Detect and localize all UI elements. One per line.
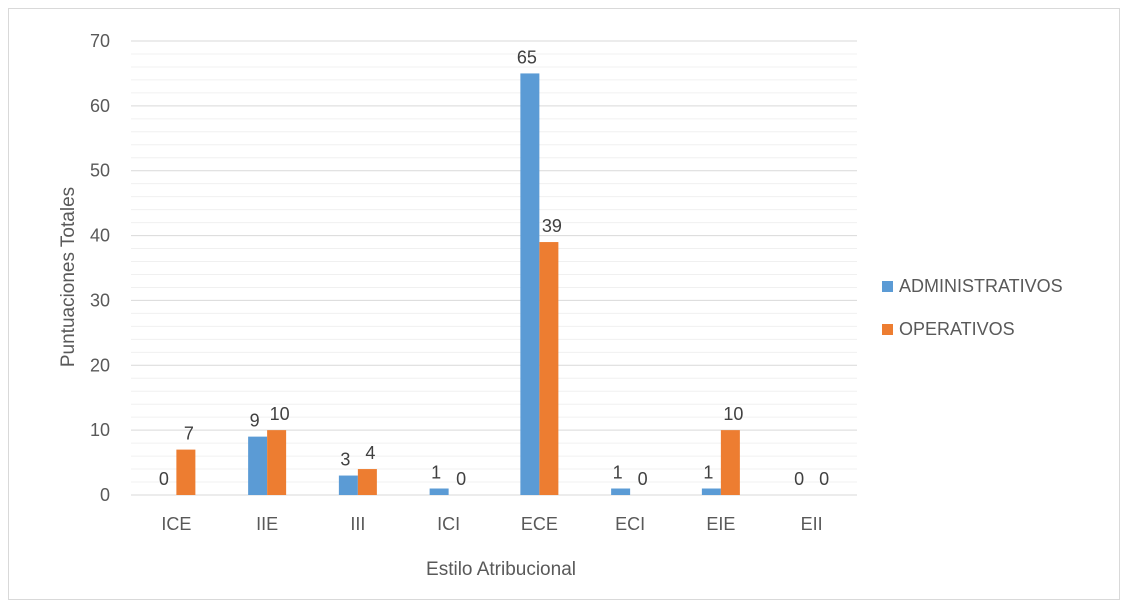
chart-frame: 0 10 20 30 40 50 60 70 ICE IIE III ICI ECE ECI EIE EII … (8, 8, 1120, 600)
x-tick-label: ICE (161, 514, 191, 534)
x-tick-label: ECE (521, 514, 558, 534)
y-tick-label: 0 (100, 485, 110, 505)
bar (701, 488, 721, 495)
data-label: 1 (613, 463, 623, 483)
legend-label: ADMINISTRATIVOS (899, 276, 1063, 296)
bar (520, 73, 540, 495)
data-label: 3 (340, 450, 350, 470)
x-tick-label: IIE (256, 514, 278, 534)
bar (176, 449, 196, 495)
bar (539, 242, 559, 495)
data-label: 7 (184, 424, 194, 444)
data-label: 39 (542, 216, 562, 236)
bar (248, 436, 268, 495)
y-tick-label: 30 (90, 290, 110, 310)
bar (429, 488, 449, 495)
data-label: 1 (431, 463, 441, 483)
y-tick-label: 70 (90, 31, 110, 51)
data-label: 9 (250, 411, 260, 431)
data-label: 65 (517, 47, 537, 67)
x-tick-label: EII (801, 514, 823, 534)
data-label: 0 (456, 469, 466, 489)
bar (720, 430, 740, 495)
data-label: 4 (365, 443, 375, 463)
bar (357, 469, 377, 495)
y-tick-label: 40 (90, 226, 110, 246)
y-tick-label: 60 (90, 96, 110, 116)
legend-label: OPERATIVOS (899, 319, 1015, 339)
gridlines (131, 40, 857, 483)
x-tick-label: EIE (706, 514, 735, 534)
bars (176, 73, 740, 495)
data-label: 0 (159, 469, 169, 489)
bar (267, 430, 287, 495)
y-tick-label: 50 (90, 161, 110, 181)
data-label: 10 (723, 404, 743, 424)
legend-swatch (882, 324, 893, 335)
legend: ADMINISTRATIVOS OPERATIVOS (882, 276, 1063, 339)
x-tick-label: ECI (615, 514, 645, 534)
bar (338, 475, 358, 495)
data-label: 0 (794, 469, 804, 489)
data-label: 0 (638, 469, 648, 489)
data-label: 1 (703, 463, 713, 483)
y-tick-label: 20 (90, 355, 110, 375)
y-axis-label: Puntuaciones Totales (58, 187, 79, 367)
x-axis-label: Estilo Atribucional (426, 559, 576, 580)
x-tick-label: III (350, 514, 365, 534)
x-tick-label: ICI (437, 514, 460, 534)
data-label: 0 (819, 469, 829, 489)
legend-swatch (882, 281, 893, 292)
bar (611, 488, 631, 495)
data-label: 10 (270, 404, 290, 424)
y-tick-label: 10 (90, 420, 110, 440)
